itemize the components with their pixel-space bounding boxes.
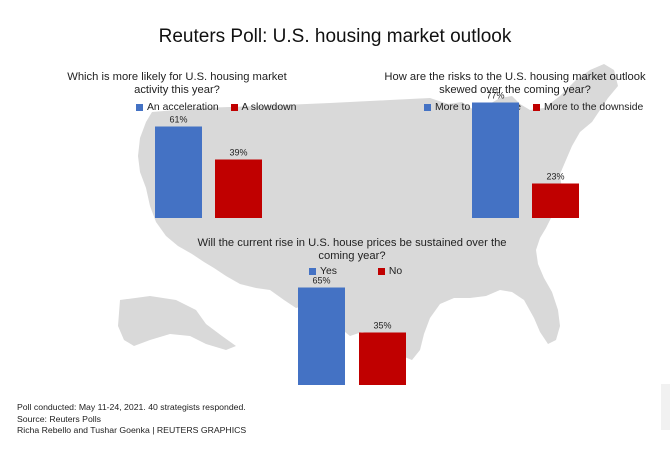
q3-swatch-red: [377, 268, 385, 275]
q3-legend-item-no: No: [377, 266, 403, 277]
footer: Poll conducted: May 11-24, 2021. 40 stra…: [17, 402, 246, 437]
q3-bar-2-label: 35%: [373, 321, 391, 331]
q2-bar-2-label: 23%: [546, 172, 564, 182]
q1-question: Which is more likely for U.S. housing ma…: [67, 71, 287, 96]
q2-legend-label-downside: More to the downside: [543, 102, 644, 113]
q1-legend-label-acceleration: An acceleration: [147, 102, 219, 113]
q1-bar-2-label: 39%: [229, 148, 247, 158]
q1-legend-item-slowdown: A slowdown: [230, 102, 297, 113]
q2-bar-1: [472, 102, 519, 218]
q1-bar-1: [155, 126, 202, 218]
q2-swatch-blue: [424, 104, 431, 111]
q3-question: Will the current rise in U.S. house pric…: [197, 237, 507, 262]
q3-legend-label-no: No: [388, 266, 403, 277]
q2-bar-2: [532, 183, 579, 218]
q1-swatch-red: [230, 104, 238, 111]
q1-legend-item-acceleration: An acceleration: [136, 102, 219, 113]
q1-swatch-blue: [136, 104, 143, 111]
q2-bar-1-label: 77%: [486, 91, 504, 101]
footer-credits: Richa Rebello and Tushar Goenka | REUTER…: [17, 425, 247, 435]
alaska-shape: [118, 296, 236, 350]
q3-bar-1-label: 65%: [312, 276, 330, 286]
q1-bar-1-label: 61%: [169, 115, 187, 125]
q3-legend-item-yes: Yes: [309, 266, 337, 277]
q2-question: How are the risks to the U.S. housing ma…: [384, 71, 646, 96]
q3-bar-2: [359, 332, 406, 385]
q2-legend-item-downside: More to the downside: [532, 102, 644, 113]
q1-legend-label-slowdown: A slowdown: [241, 102, 297, 113]
q3-legend: Yes No: [309, 266, 411, 278]
q1-legend: An acceleration A slowdown: [136, 102, 305, 114]
chart-title: Reuters Poll: U.S. housing market outloo…: [158, 26, 512, 47]
q2-swatch-red: [532, 104, 540, 111]
footer-source: Source: Reuters Polls: [17, 413, 102, 424]
q1-bar-2: [215, 159, 262, 218]
footer-poll-note: Poll conducted: May 11-24, 2021. 40 stra…: [17, 402, 246, 412]
q3-bar-1: [298, 287, 345, 385]
q3-legend-label-yes: Yes: [320, 266, 337, 277]
q3-swatch-blue: [309, 268, 316, 275]
edge-decoration: [661, 384, 670, 430]
